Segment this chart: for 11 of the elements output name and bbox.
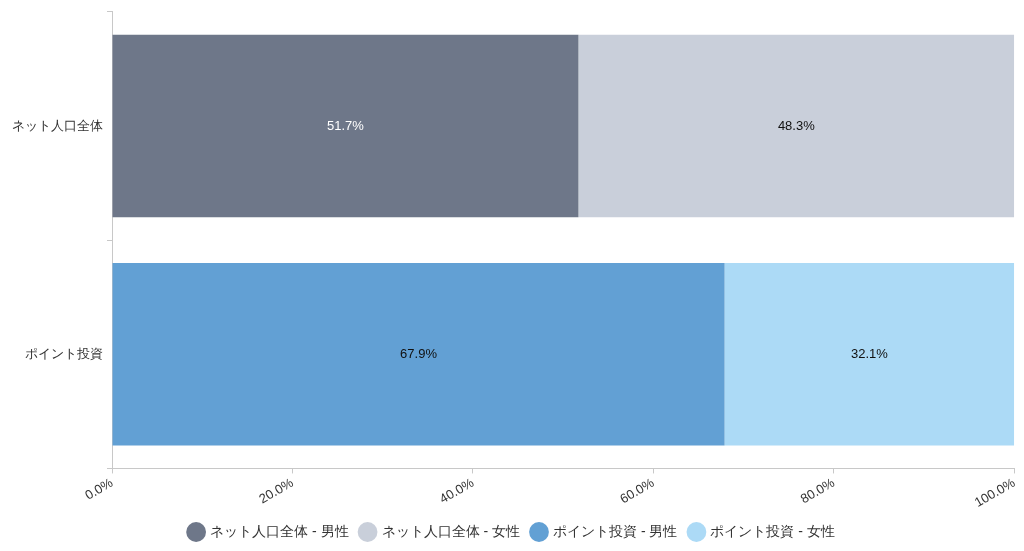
- data-label: 32.1%: [850, 345, 889, 361]
- data-label: 48.3%: [777, 117, 816, 133]
- data-label: 67.9%: [400, 345, 438, 361]
- data-label: 51.7%: [327, 117, 365, 133]
- x-tick-label: 0.0%: [82, 474, 116, 503]
- y-tick-label: ネット人口全体: [12, 117, 103, 133]
- legend-label: ポイント投資 - 男性: [553, 522, 678, 539]
- legend-label: ネット人口全体 - 男性: [210, 522, 349, 539]
- y-tick-label: ポイント投資: [25, 345, 103, 361]
- legend-label: ポイント投資 - 女性: [710, 522, 835, 539]
- legend-label: ネット人口全体 - 女性: [381, 522, 521, 539]
